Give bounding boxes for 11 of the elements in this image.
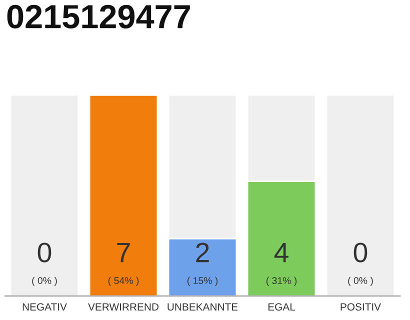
chart-title: 0215129477 (7, 4, 190, 28)
x-tick-label: VERWIRREND (88, 303, 158, 310)
x-tick-label: NEGATIV (22, 303, 67, 311)
x-tick-label: UNBEKANNTE (168, 303, 238, 311)
data-label: 0 ( 0% ) (32, 242, 57, 286)
data-label: 7 ( 54% ) (108, 242, 139, 286)
data-label: 4 ( 31% ) (266, 242, 297, 286)
x-tick-label: POSITIV (340, 303, 382, 311)
x-tick-label: EGAL (268, 303, 296, 311)
data-label: 0 ( 0% ) (348, 242, 373, 286)
data-label: 2 ( 15% ) (187, 242, 218, 286)
